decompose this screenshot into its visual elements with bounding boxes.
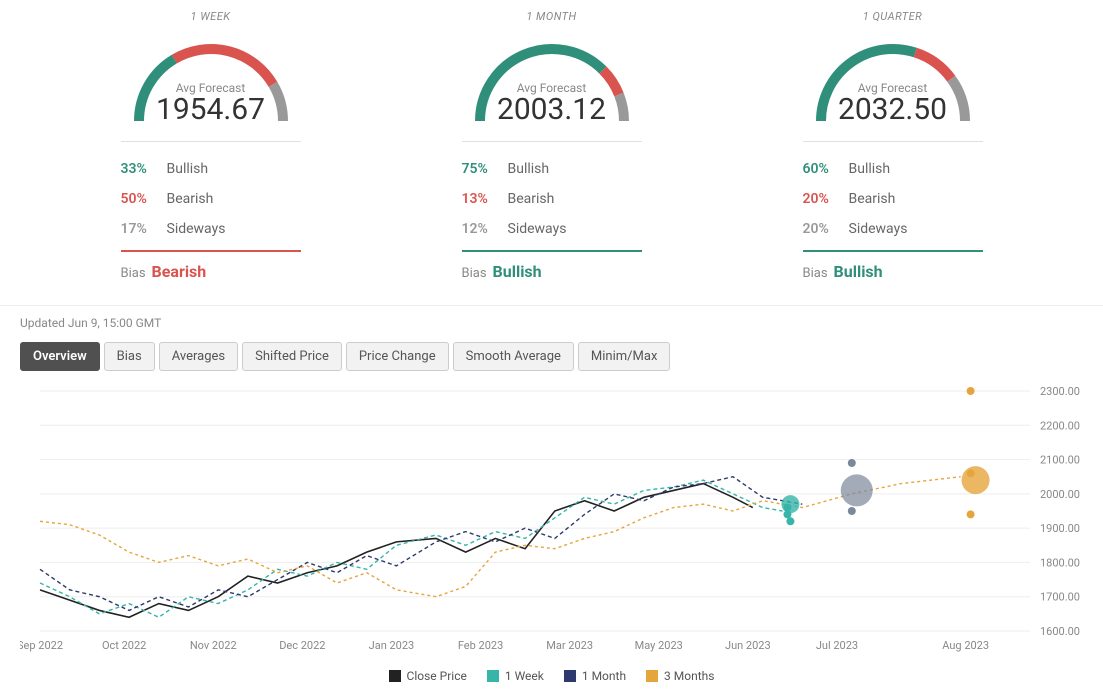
bullish-pct: 75% bbox=[462, 161, 508, 177]
sideways-pct: 17% bbox=[121, 221, 167, 237]
bias-value: Bearish bbox=[152, 262, 207, 281]
bearish-label: Bearish bbox=[508, 191, 555, 207]
svg-text:1900.00: 1900.00 bbox=[1040, 522, 1080, 535]
bias-value: Bullish bbox=[493, 262, 542, 281]
bias-label: Bias bbox=[462, 266, 487, 281]
period-label: 1 QUARTER bbox=[743, 10, 1043, 23]
svg-text:Sep 2022: Sep 2022 bbox=[20, 639, 63, 652]
svg-text:2200.00: 2200.00 bbox=[1040, 419, 1080, 432]
svg-text:Oct 2022: Oct 2022 bbox=[102, 639, 146, 652]
bearish-label: Bearish bbox=[167, 191, 214, 207]
bias-value: Bullish bbox=[834, 262, 883, 281]
svg-text:1800.00: 1800.00 bbox=[1040, 556, 1080, 569]
avg-forecast-value: 2032.50 bbox=[803, 95, 983, 125]
tab-minim-max[interactable]: Minim/Max bbox=[578, 342, 671, 371]
legend-1-week[interactable]: 1 Week bbox=[487, 669, 544, 683]
svg-text:2100.00: 2100.00 bbox=[1040, 454, 1080, 467]
sideways-label: Sideways bbox=[508, 221, 567, 237]
tab-smooth-average[interactable]: Smooth Average bbox=[453, 342, 574, 371]
svg-text:Aug 2023: Aug 2023 bbox=[942, 639, 989, 652]
gauge-1-quarter: 1 QUARTER Avg Forecast 2032.50 60%Bullis… bbox=[743, 10, 1043, 281]
tab-shifted-price[interactable]: Shifted Price bbox=[242, 342, 342, 371]
bullish-label: Bullish bbox=[167, 161, 209, 177]
svg-text:1700.00: 1700.00 bbox=[1040, 591, 1080, 604]
tab-bias[interactable]: Bias bbox=[104, 342, 155, 371]
sideways-label: Sideways bbox=[849, 221, 908, 237]
bullish-label: Bullish bbox=[508, 161, 550, 177]
avg-forecast-value: 1954.67 bbox=[121, 95, 301, 125]
period-label: 1 WEEK bbox=[61, 10, 361, 23]
bullish-pct: 33% bbox=[121, 161, 167, 177]
bias-label: Bias bbox=[803, 266, 828, 281]
bearish-pct: 50% bbox=[121, 191, 167, 207]
svg-text:Jul 2023: Jul 2023 bbox=[816, 639, 858, 652]
gauges-row: 1 WEEK Avg Forecast 1954.67 33%Bullish 5… bbox=[0, 0, 1103, 301]
bullish-label: Bullish bbox=[849, 161, 891, 177]
chart-legend: Close Price 1 Week 1 Month 3 Months bbox=[0, 661, 1103, 695]
svg-text:2000.00: 2000.00 bbox=[1040, 488, 1080, 501]
period-label: 1 MONTH bbox=[402, 10, 702, 23]
chart-area: 1600.00 1700.00 1800.00 1900.00 2000.00 2100.… bbox=[0, 381, 1103, 661]
svg-text:2300.00: 2300.00 bbox=[1040, 385, 1080, 398]
forecast-chart: 1600.00 1700.00 1800.00 1900.00 2000.00 2100.… bbox=[20, 381, 1080, 661]
gauge-1-month: 1 MONTH Avg Forecast 2003.12 75%Bullish … bbox=[402, 10, 702, 281]
tabs-bar: OverviewBiasAveragesShifted PricePrice C… bbox=[0, 342, 1103, 381]
svg-text:Jan 2023: Jan 2023 bbox=[369, 639, 415, 652]
gauge-arc: Avg Forecast 2032.50 bbox=[803, 31, 983, 131]
gauge-1-week: 1 WEEK Avg Forecast 1954.67 33%Bullish 5… bbox=[61, 10, 361, 281]
svg-text:May 2023: May 2023 bbox=[635, 639, 683, 652]
legend-1-month[interactable]: 1 Month bbox=[564, 669, 626, 683]
legend-close-price[interactable]: Close Price bbox=[389, 669, 467, 683]
legend-3-months[interactable]: 3 Months bbox=[646, 669, 714, 683]
avg-forecast-value: 2003.12 bbox=[462, 95, 642, 125]
svg-text:Jun 2023: Jun 2023 bbox=[725, 639, 771, 652]
gauge-arc: Avg Forecast 2003.12 bbox=[462, 31, 642, 131]
sideways-pct: 12% bbox=[462, 221, 508, 237]
tab-overview[interactable]: Overview bbox=[20, 342, 100, 371]
svg-text:Dec 2022: Dec 2022 bbox=[279, 639, 325, 652]
svg-text:1600.00: 1600.00 bbox=[1040, 625, 1080, 638]
sideways-pct: 20% bbox=[803, 221, 849, 237]
sideways-label: Sideways bbox=[167, 221, 226, 237]
tab-price-change[interactable]: Price Change bbox=[346, 342, 449, 371]
bullish-pct: 60% bbox=[803, 161, 849, 177]
bearish-label: Bearish bbox=[849, 191, 896, 207]
svg-text:Nov 2022: Nov 2022 bbox=[190, 639, 237, 652]
tab-averages[interactable]: Averages bbox=[159, 342, 238, 371]
bias-label: Bias bbox=[121, 266, 146, 281]
svg-text:Feb 2023: Feb 2023 bbox=[458, 639, 503, 652]
gauge-arc: Avg Forecast 1954.67 bbox=[121, 31, 301, 131]
bearish-pct: 20% bbox=[803, 191, 849, 207]
svg-text:Mar 2023: Mar 2023 bbox=[546, 639, 593, 652]
updated-timestamp: Updated Jun 9, 15:00 GMT bbox=[0, 305, 1103, 342]
bearish-pct: 13% bbox=[462, 191, 508, 207]
